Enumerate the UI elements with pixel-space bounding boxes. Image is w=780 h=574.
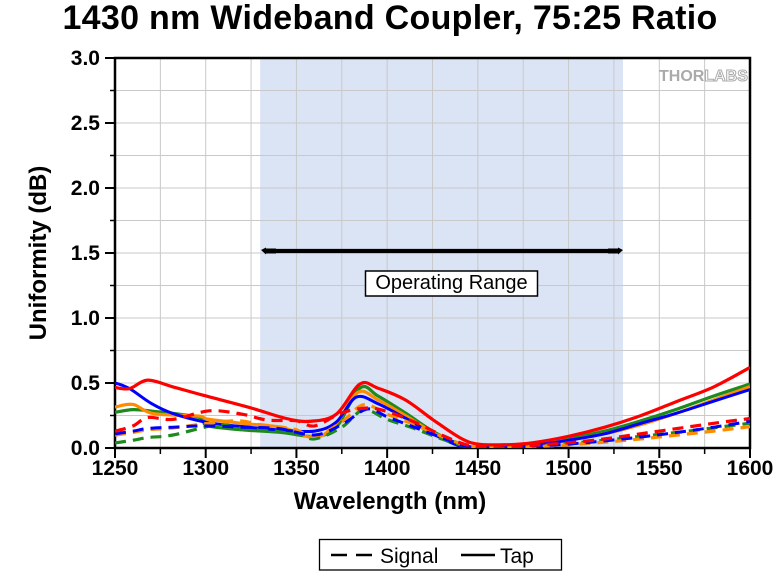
svg-text:1.0: 1.0 [71,307,100,330]
svg-text:1500: 1500 [545,457,592,480]
svg-text:1350: 1350 [273,457,320,480]
svg-text:1550: 1550 [636,457,683,480]
svg-text:Signal: Signal [380,545,438,568]
svg-text:0.5: 0.5 [71,372,101,395]
svg-text:Operating Range: Operating Range [375,272,527,294]
svg-text:1300: 1300 [182,457,229,480]
svg-text:Tap: Tap [500,545,534,568]
svg-text:1400: 1400 [364,457,411,480]
svg-text:1.5: 1.5 [71,242,101,265]
svg-text:1250: 1250 [92,457,139,480]
svg-text:3.0: 3.0 [71,47,100,70]
svg-text:1600: 1600 [727,457,774,480]
svg-text:2.0: 2.0 [71,177,100,200]
svg-text:1450: 1450 [455,457,502,480]
svg-text:2.5: 2.5 [71,112,101,135]
svg-text:0.0: 0.0 [71,437,100,460]
